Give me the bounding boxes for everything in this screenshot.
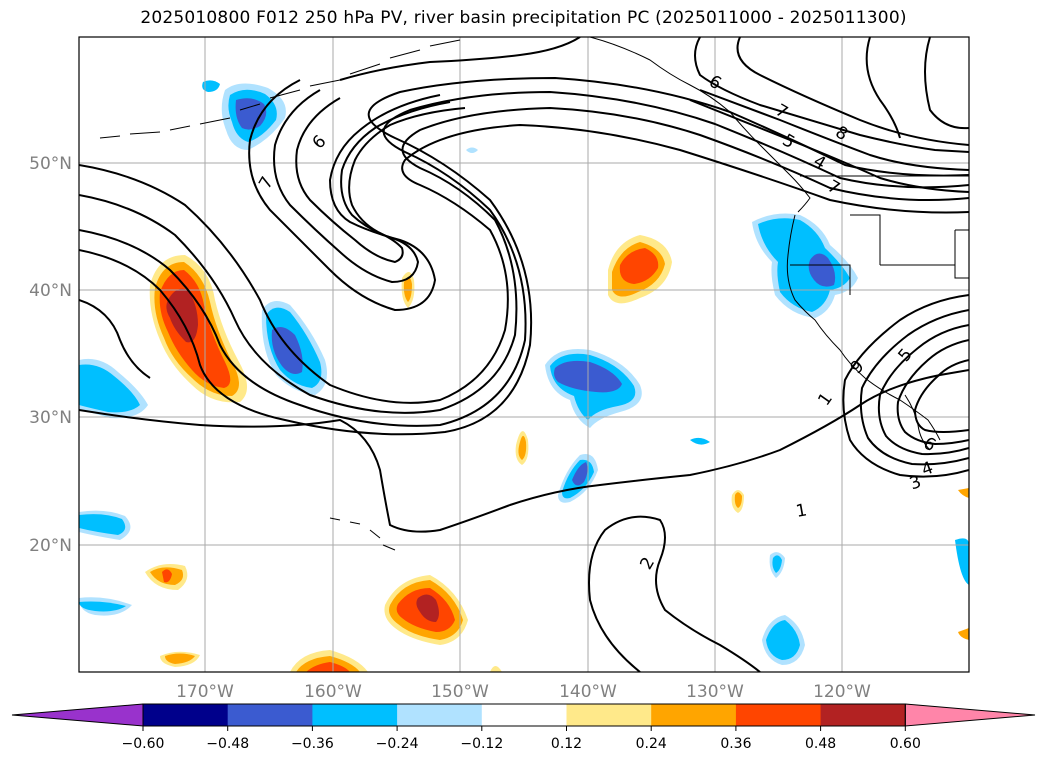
negative-anomaly-region [766,620,800,660]
positive-anomaly-region [306,662,350,672]
negative-anomaly-region [572,462,588,486]
positive-anomaly-region [166,288,198,343]
colorbar-bin [481,704,567,726]
colorbar-bin [227,704,313,726]
colorbar-frame [142,703,906,727]
colorbar-tick-label: 0.12 [551,736,582,752]
pv-contour [79,90,969,427]
positive-anomaly-region [490,666,502,672]
pv-contour [924,37,969,130]
pv-contour [736,37,969,146]
pv-contour [694,37,969,153]
positive-anomaly-region [958,488,969,498]
pv-contours [79,37,969,672]
colorbar: −0.60 −0.48 −0.36 −0.24 −0.12 0.12 0.24 0.36 0.4… [11,703,1036,752]
negative-anomaly-region [955,538,969,585]
lat-label: 20°N [29,536,72,556]
lon-label: 160°W [304,682,362,702]
colorbar-tick-label: −0.24 [376,736,419,752]
positive-anomaly-region [165,653,195,664]
pv-contour [295,97,466,264]
colorbar-bin [312,704,398,726]
lon-label: 150°W [431,682,489,702]
negative-anomaly-region [202,80,220,92]
colorbar-bin [566,704,652,726]
state-lines [790,214,969,295]
graticule [79,37,969,672]
lon-label: 120°W [813,682,871,702]
colorbar-tick-label: −0.48 [206,736,249,752]
pv-contour [79,299,151,379]
lat-label: 30°N [29,408,72,428]
contour-label: 1 [794,500,808,522]
colorbar-tick-label: 0.60 [890,736,921,752]
latitude-labels: 50°N 40°N 30°N 20°N [29,154,72,556]
lon-label: 130°W [686,682,744,702]
positive-anomaly-region [162,569,172,583]
pv-contour [273,89,451,284]
pv-contour [79,123,969,404]
lon-label: 170°W [176,682,234,702]
negative-anomaly-region [79,514,126,535]
colorbar-extend-min [11,703,144,727]
pv-contour [588,515,761,672]
map-title: 2025010800 F012 250 hPa PV, river basin … [140,8,907,28]
pv-contour [859,309,969,466]
colorbar-tick-label: 0.36 [720,736,751,752]
pv-contour [79,106,969,414]
negative-anomaly-region [271,326,303,374]
colorbar-extend-max [904,703,1036,727]
positive-anomaly-region [518,435,527,460]
pv-contour [248,79,441,312]
pv-contour [913,359,969,433]
map-frame [78,36,970,673]
pv-contour [699,89,969,171]
alaska-coast [589,37,811,213]
colorbar-tick-label: 0.24 [636,736,667,752]
lat-label: 40°N [29,281,72,301]
colorbar-tick-label: −0.36 [291,736,334,752]
negative-anomaly-region [772,555,782,573]
colorbar-bin [820,704,906,726]
positive-anomaly-region [734,492,742,508]
pv-contour [339,37,581,81]
colorbar-tick-label: 0.48 [805,736,836,752]
positive-anomaly-region [619,248,659,284]
colorbar-bin [651,704,737,726]
negative-anomaly-region [466,147,478,153]
longitude-labels: 170°W 160°W 150°W 140°W 130°W 120°W [176,682,871,702]
lat-label: 50°N [29,154,72,174]
pv-contour [79,369,969,533]
lon-label: 140°W [559,682,617,702]
colorbar-bin [735,704,822,726]
pv-contour [896,339,969,446]
aleutian-islands [99,39,461,139]
pv-contour [842,294,969,478]
positive-anomaly-region [958,628,969,640]
negative-anomaly-region [79,364,140,413]
negative-anomaly-region [79,601,126,612]
pv-contour [79,76,969,436]
colorbar-tick-label: −0.60 [122,736,165,752]
negative-anomaly-region [690,437,710,445]
pv-contour [877,324,969,456]
negative-anomaly-region [235,98,267,130]
hawaii [329,517,396,551]
pv-contour [865,37,901,139]
colorbar-bin [143,704,229,726]
colorbar-tick-label: −0.12 [460,736,503,752]
us-west-coast [786,214,941,441]
positive-anomaly-region [416,594,439,622]
pv-contour [689,99,969,193]
negative-anomaly-region [808,253,836,287]
colorbar-bin [397,704,483,726]
